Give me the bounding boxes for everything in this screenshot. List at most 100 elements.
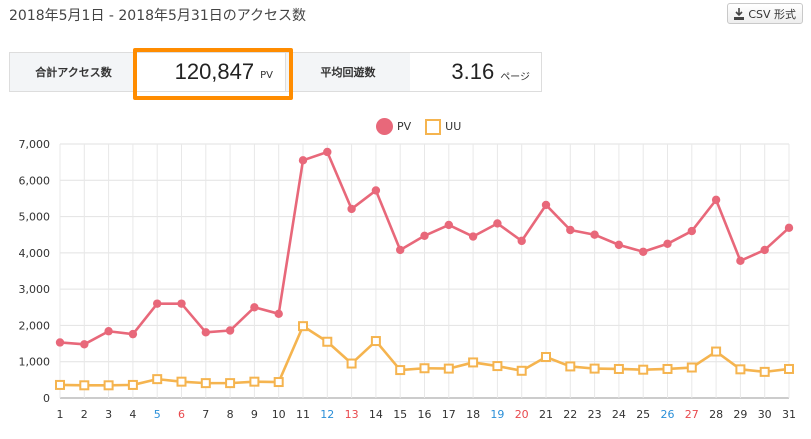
uu-point — [516, 365, 527, 376]
x-tick-label: 7 — [202, 408, 209, 421]
uu-point — [468, 357, 479, 368]
total-pv-unit: PV — [260, 69, 273, 81]
pv-point — [371, 186, 381, 195]
total-pv-number: 120,847 — [174, 59, 255, 84]
x-tick-label: 28 — [709, 408, 723, 421]
avg-pages-label: 平均回遊数 — [285, 53, 410, 91]
uu-point — [735, 364, 746, 375]
uu-point — [443, 363, 454, 374]
pv-point — [274, 309, 283, 319]
x-tick-label: 4 — [129, 408, 136, 421]
uu-point — [249, 376, 260, 387]
x-tick-label: 27 — [685, 408, 699, 421]
uu-point — [127, 379, 138, 390]
legend-item-uu[interactable]: UU — [425, 118, 462, 135]
uu-point — [541, 351, 551, 362]
total-access-value: 120,847 PV — [137, 53, 285, 91]
uu-point — [613, 363, 624, 374]
legend-uu-marker — [425, 118, 442, 135]
pv-point — [639, 247, 648, 256]
pv-point — [153, 299, 162, 308]
uu-point — [589, 363, 600, 374]
uu-point — [370, 336, 381, 347]
uu-point — [176, 376, 187, 387]
pv-point — [177, 299, 186, 308]
pv-point — [541, 200, 551, 210]
x-tick-label: 12 — [320, 408, 334, 421]
x-tick-label: 14 — [369, 408, 383, 421]
avg-pages-unit: ページ — [500, 71, 530, 83]
csv-button-label: CSV 形式 — [748, 7, 796, 21]
uu-point — [638, 364, 649, 375]
x-tick-label: 29 — [733, 408, 747, 421]
y-tick-label: 2,000 — [19, 319, 51, 332]
page-title: 2018年5月1日 - 2018年5月31日のアクセス数 — [9, 8, 307, 24]
y-tick-label: 3,000 — [19, 283, 51, 296]
uu-point — [711, 346, 722, 357]
csv-export-button[interactable]: CSV 形式 — [727, 3, 803, 24]
chart-legend: PV UU — [376, 118, 461, 135]
uu-point — [298, 321, 308, 332]
pv-point — [711, 195, 721, 205]
y-tick-label: 5,000 — [19, 211, 51, 224]
pv-point — [468, 232, 478, 241]
pv-point — [663, 239, 672, 248]
x-tick-label: 30 — [758, 408, 772, 421]
pv-point — [225, 326, 235, 335]
x-tick-label: 8 — [227, 408, 234, 421]
x-tick-label: 24 — [612, 408, 626, 421]
download-icon — [734, 7, 745, 20]
x-tick-label: 25 — [636, 408, 650, 421]
x-tick-label: 22 — [563, 408, 577, 421]
x-tick-label: 23 — [588, 408, 602, 421]
avg-pages-number: 3.16 — [451, 59, 495, 84]
legend-pv-marker — [376, 118, 393, 135]
x-tick-label: 18 — [466, 408, 480, 421]
y-tick-label: 7,000 — [19, 138, 51, 151]
pv-point — [347, 204, 356, 214]
uu-point — [322, 336, 333, 347]
x-tick-label: 21 — [539, 408, 553, 421]
uu-point — [395, 365, 406, 376]
y-tick-label: 1,000 — [19, 356, 51, 369]
uu-point — [79, 380, 90, 391]
y-tick-label: 6,000 — [19, 174, 51, 187]
pv-point — [784, 223, 794, 233]
pv-point — [566, 225, 575, 235]
uu-point — [492, 361, 503, 372]
uu-point — [784, 363, 794, 374]
x-tick-label: 20 — [515, 408, 529, 421]
x-tick-label: 11 — [296, 408, 310, 421]
uu-point — [662, 363, 673, 374]
y-tick-label: 4,000 — [19, 247, 51, 260]
pv-point — [444, 220, 453, 230]
pv-point — [614, 240, 624, 250]
x-tick-label: 31 — [782, 408, 796, 421]
x-tick-label: 9 — [251, 408, 258, 421]
x-tick-label: 3 — [105, 408, 112, 421]
uu-point — [103, 380, 114, 391]
uu-point — [225, 378, 236, 389]
uu-point — [55, 379, 65, 390]
x-tick-label: 5 — [154, 408, 161, 421]
legend-item-pv[interactable]: PV — [376, 118, 411, 135]
uu-point — [686, 362, 697, 373]
pv-point — [250, 303, 259, 312]
pv-point — [736, 256, 745, 266]
uu-point — [273, 377, 284, 388]
x-tick-label: 13 — [345, 408, 359, 421]
uu-point — [200, 378, 211, 389]
pv-point — [128, 329, 138, 339]
pv-point — [104, 327, 113, 336]
pv-point — [687, 226, 696, 236]
legend-uu-label: UU — [445, 120, 462, 133]
x-tick-label: 6 — [178, 408, 185, 421]
x-tick-label: 26 — [661, 408, 675, 421]
pv-point — [55, 338, 65, 347]
total-access-label: 合計アクセス数 — [10, 53, 137, 91]
x-tick-label: 15 — [393, 408, 407, 421]
uu-point — [759, 366, 770, 377]
uu-point — [346, 358, 357, 369]
x-tick-label: 10 — [272, 408, 286, 421]
